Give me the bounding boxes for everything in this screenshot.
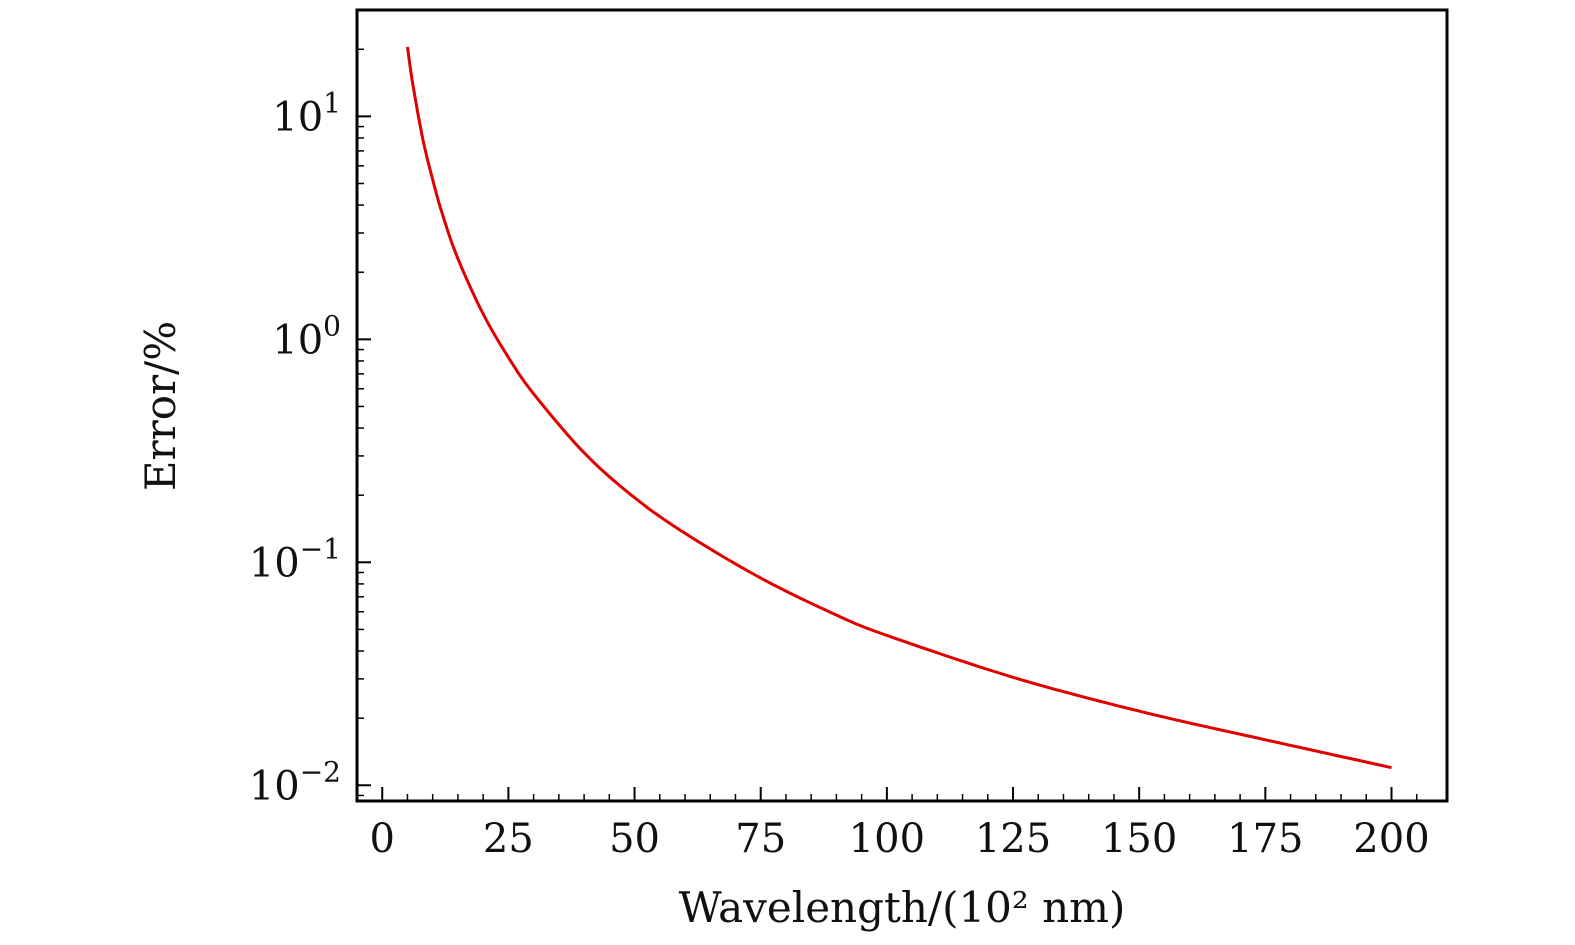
x-tick-label: 125 (975, 816, 1051, 862)
x-tick-label: 75 (735, 816, 786, 862)
x-axis-title: Wavelength/(10² nm) (679, 883, 1126, 932)
y-tick-label: 101 (272, 86, 341, 140)
x-tick-label: 100 (849, 816, 925, 862)
y-axis-ticks: 10−2 10−1 100 101 (249, 9, 371, 809)
x-tick-label: 200 (1353, 816, 1429, 862)
x-axis-ticks: 0 25 50 75 100 125 150 175 200 (370, 787, 1430, 862)
x-tick-label: 175 (1227, 816, 1303, 862)
y-tick-label: 10−2 (249, 755, 341, 809)
x-tick-label: 50 (609, 816, 660, 862)
x-tick-label: 0 (370, 816, 395, 862)
y-axis-title: Error/% (136, 321, 185, 491)
series-layer (406, 46, 1392, 770)
x-tick-label: 25 (483, 816, 534, 862)
y-tick-label: 100 (272, 309, 341, 363)
plot-frame (355, 8, 1449, 803)
y-tick-label: 10−1 (249, 532, 341, 586)
series-line (406, 46, 1392, 770)
x-tick-label: 150 (1101, 816, 1177, 862)
